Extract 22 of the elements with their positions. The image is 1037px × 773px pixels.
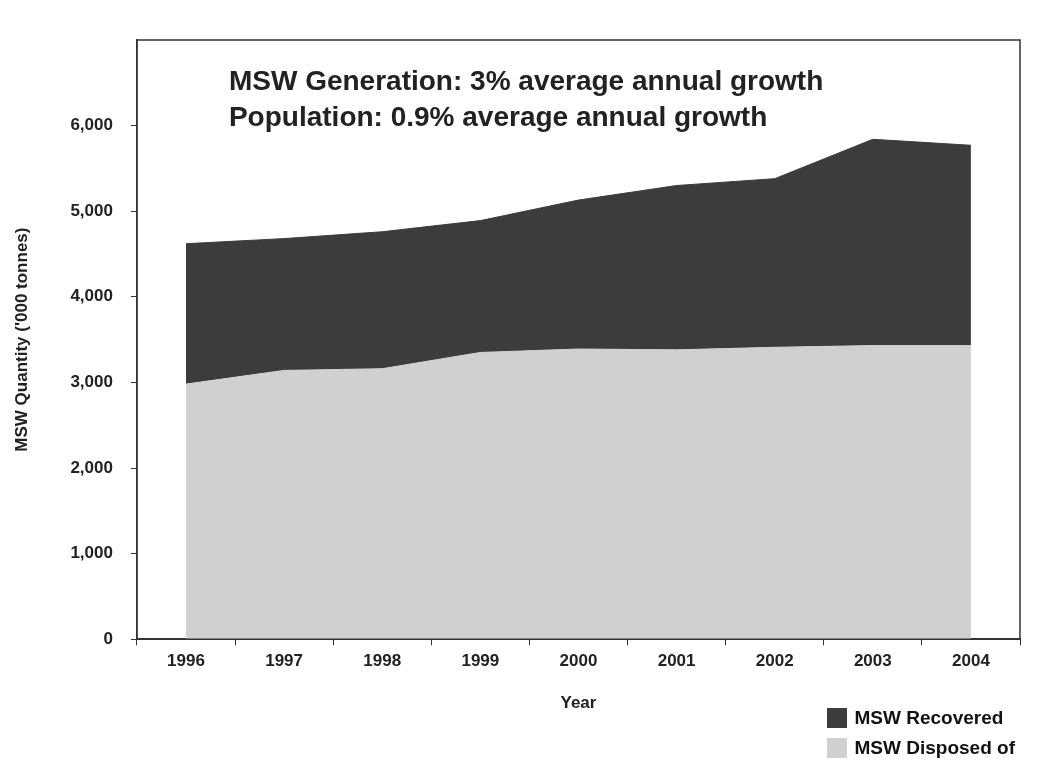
legend-label: MSW Disposed of	[854, 737, 1015, 759]
y-tick-label: 0	[103, 628, 113, 648]
y-axis-title: MSW Quantity ('000 tonnes)	[11, 227, 31, 452]
x-tick-label: 2001	[657, 651, 696, 671]
annotation: Population: 0.9% average annual growth	[228, 101, 768, 132]
y-tick-label: 1,000	[70, 543, 113, 563]
x-tick-label: 1998	[363, 651, 402, 671]
x-tick-label: 2003	[853, 651, 892, 671]
x-tick-label: 1997	[265, 651, 304, 671]
x-tick-label: 2000	[559, 651, 598, 671]
y-tick-label: 3,000	[70, 372, 113, 392]
annotation: MSW Generation: 3% average annual growth	[228, 65, 824, 96]
y-tick-label: 6,000	[70, 115, 113, 135]
y-tick-label: 5,000	[70, 200, 113, 220]
x-tick-label: 2002	[755, 651, 794, 671]
y-tick-label: 2,000	[70, 457, 113, 477]
y-tick-label: 4,000	[70, 286, 113, 306]
x-tick-label: 2004	[952, 651, 991, 671]
legend-label: MSW Recovered	[854, 707, 1004, 729]
x-tick-label: 1999	[461, 651, 500, 671]
x-axis-title: Year	[560, 693, 597, 713]
x-tick-label: 1996	[167, 651, 205, 671]
